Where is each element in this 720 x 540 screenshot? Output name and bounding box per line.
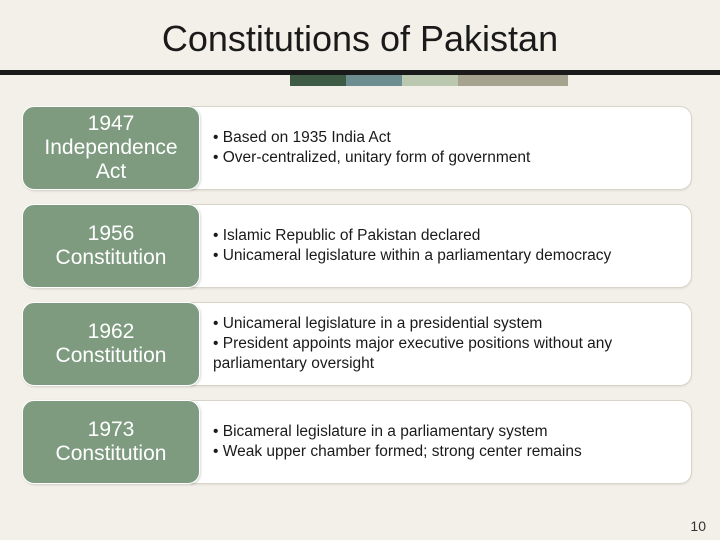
divider-block	[458, 75, 568, 86]
row-label: 1962 Constitution	[22, 302, 200, 386]
divider-block	[346, 75, 402, 86]
row-body: Bicameral legislature in a parliamentary…	[190, 400, 692, 484]
page-number: 10	[690, 518, 706, 534]
bullet-list: Based on 1935 India ActOver-centralized,…	[213, 128, 530, 168]
content-row: 1947 Independence Act Based on 1935 India…	[22, 106, 692, 190]
content-row: 1973 Constitution Bicameral legislature i…	[22, 400, 692, 484]
bullet-item: Bicameral legislature in a parliamentary…	[213, 422, 582, 442]
row-body: Based on 1935 India ActOver-centralized,…	[190, 106, 692, 190]
row-label: 1956 Constitution	[22, 204, 200, 288]
bullet-list: Islamic Republic of Pakistan declaredUni…	[213, 226, 611, 266]
divider-block	[290, 75, 346, 86]
bullet-list: Unicameral legislature in a presidential…	[213, 314, 677, 374]
bullet-item: Unicameral legislature within a parliame…	[213, 246, 611, 266]
row-body: Unicameral legislature in a presidential…	[190, 302, 692, 386]
bullet-list: Bicameral legislature in a parliamentary…	[213, 422, 582, 462]
content-row: 1962 Constitution Unicameral legislature …	[22, 302, 692, 386]
bullet-item: Weak upper chamber formed; strong center…	[213, 442, 582, 462]
bullet-item: Over-centralized, unitary form of govern…	[213, 148, 530, 168]
page-title: Constitutions of Pakistan	[0, 0, 720, 70]
bullet-item: Unicameral legislature in a presidential…	[213, 314, 677, 334]
bullet-item: Islamic Republic of Pakistan declared	[213, 226, 611, 246]
divider-block	[402, 75, 458, 86]
bullet-item: President appoints major executive posit…	[213, 334, 677, 374]
bullet-item: Based on 1935 India Act	[213, 128, 530, 148]
content-row: 1956 Constitution Islamic Republic of Pak…	[22, 204, 692, 288]
divider-accent-blocks	[290, 75, 568, 86]
row-label: 1973 Constitution	[22, 400, 200, 484]
title-divider	[0, 70, 720, 88]
row-label: 1947 Independence Act	[22, 106, 200, 190]
content-rows: 1947 Independence Act Based on 1935 India…	[0, 106, 720, 484]
row-body: Islamic Republic of Pakistan declaredUni…	[190, 204, 692, 288]
